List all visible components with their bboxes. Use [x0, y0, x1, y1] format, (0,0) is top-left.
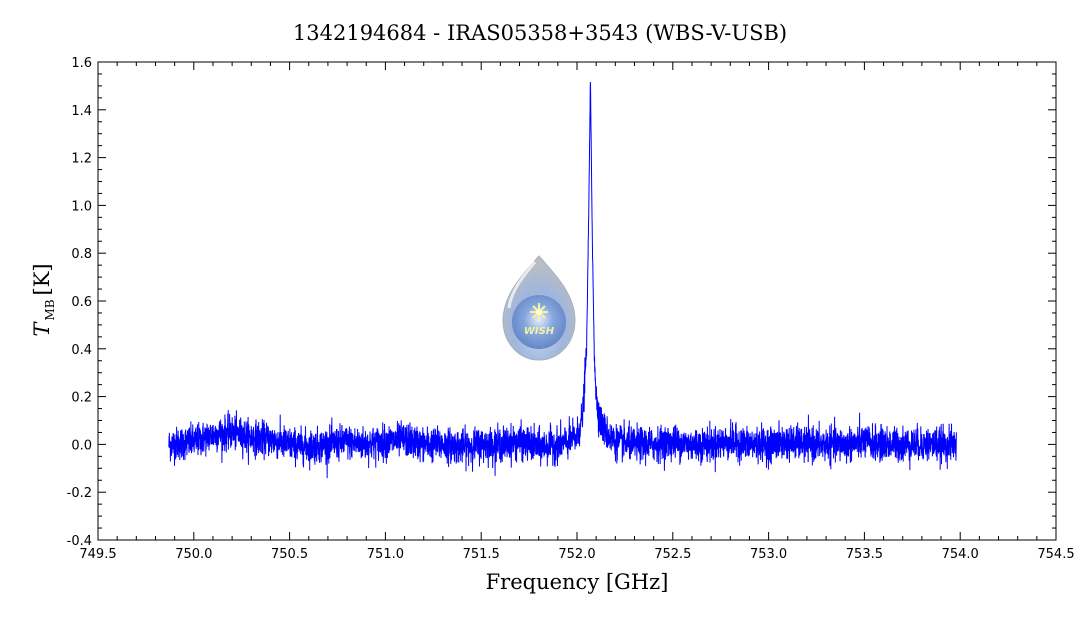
y-axis-label: TMB [K]: [30, 263, 57, 336]
y-tick-label: 1.6: [71, 56, 92, 71]
y-axis-label-sub: MB: [43, 299, 57, 320]
x-tick-label: 752.0: [558, 547, 595, 562]
y-axis-label-main: T: [30, 321, 54, 337]
y-axis-label-unit: [K]: [30, 263, 54, 295]
logo-highlight: [507, 261, 537, 309]
wish-logo: WISH: [502, 255, 576, 361]
x-tick-label: 751.5: [463, 547, 500, 562]
spectrum-series-line: [168, 81, 957, 479]
x-tick-label: 750.0: [175, 547, 212, 562]
y-tick-label: 0.0: [71, 438, 92, 453]
y-tick-labels: -0.4 -0.2 0.0 0.2 0.4 0.6 0.8 1.0 1.2 1.4 1.6: [67, 56, 92, 549]
x-tick-label: 750.5: [271, 547, 308, 562]
y-tick-label: 1.4: [71, 104, 92, 119]
x-tick-label: 753.0: [750, 547, 787, 562]
chart-title: 1342194684 - IRAS05358+3543 (WBS-V-USB): [293, 21, 787, 45]
x-tick-labels: 749.5 750.0 750.5 751.0 751.5 752.0 752.5 753.0…: [79, 547, 1074, 562]
logo-inner-disc: [512, 295, 566, 349]
x-tick-label: 754.5: [1037, 547, 1074, 562]
x-tick-label: 754.0: [942, 547, 979, 562]
x-tick-label: 751.0: [367, 547, 404, 562]
y-tick-label: 0.8: [71, 247, 92, 262]
y-tick-label: 0.2: [71, 391, 92, 406]
plot-frame: [97, 61, 1057, 541]
x-tick-label: 753.5: [846, 547, 883, 562]
x-axis-label: Frequency [GHz]: [486, 570, 669, 594]
star-core: [536, 309, 542, 315]
y-tick-label: 1.2: [71, 152, 92, 167]
y-tick-label: 0.4: [71, 343, 92, 358]
x-tick-label: 752.5: [654, 547, 691, 562]
y-tick-label: -0.2: [67, 486, 92, 501]
logo-text: WISH: [524, 326, 555, 337]
axis-ticks: [97, 61, 1057, 541]
y-tick-label: 0.6: [71, 295, 92, 310]
x-tick-label: 749.5: [79, 547, 116, 562]
y-tick-label: 1.0: [71, 199, 92, 214]
y-tick-label: -0.4: [67, 534, 92, 549]
